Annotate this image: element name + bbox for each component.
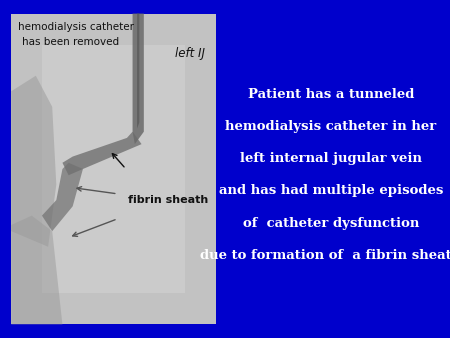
Text: Patient has a tunneled: Patient has a tunneled bbox=[248, 88, 414, 101]
Bar bbox=[42, 45, 185, 293]
Polygon shape bbox=[11, 216, 63, 324]
Polygon shape bbox=[42, 163, 83, 231]
Text: hemodialysis catheter: hemodialysis catheter bbox=[18, 22, 134, 32]
Polygon shape bbox=[63, 132, 142, 175]
Text: has been removed: has been removed bbox=[22, 37, 120, 47]
Polygon shape bbox=[137, 14, 140, 128]
Text: and has had multiple episodes: and has had multiple episodes bbox=[219, 185, 443, 197]
Text: left IJ: left IJ bbox=[175, 47, 205, 60]
Text: left internal jugular vein: left internal jugular vein bbox=[240, 152, 422, 165]
Text: of  catheter dysfunction: of catheter dysfunction bbox=[243, 217, 419, 230]
Text: hemodialysis catheter in her: hemodialysis catheter in her bbox=[225, 120, 436, 133]
Text: due to formation of  a fibrin sheath: due to formation of a fibrin sheath bbox=[200, 249, 450, 262]
Bar bbox=[11, 14, 216, 324]
Polygon shape bbox=[11, 76, 56, 247]
Text: fibrin sheath: fibrin sheath bbox=[128, 195, 208, 205]
Polygon shape bbox=[133, 14, 144, 144]
